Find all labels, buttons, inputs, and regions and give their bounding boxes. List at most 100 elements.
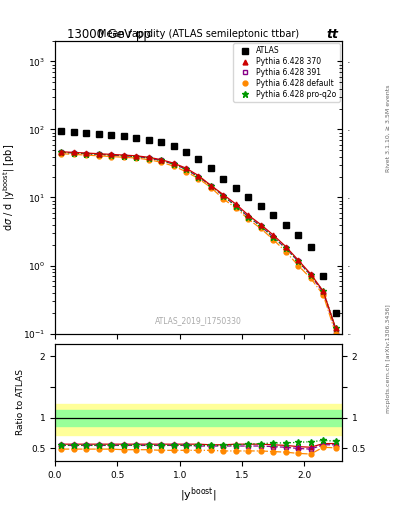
Pythia 6.428 391 [59, 150, 64, 156]
Text: ATLAS_2019_I1750330: ATLAS_2019_I1750330 [155, 316, 242, 325]
ATLAS [309, 244, 313, 250]
Pythia 6.428 default [171, 163, 176, 169]
Legend: ATLAS, Pythia 6.428 370, Pythia 6.428 391, Pythia 6.428 default, Pythia 6.428 pr: ATLAS, Pythia 6.428 370, Pythia 6.428 39… [233, 43, 340, 102]
Pythia 6.428 391 [96, 152, 101, 158]
Pythia 6.428 391 [259, 223, 263, 229]
ATLAS [121, 133, 126, 139]
Pythia 6.428 pro-q2o [209, 182, 213, 188]
Pythia 6.428 pro-q2o [246, 214, 251, 220]
Pythia 6.428 370 [271, 232, 275, 238]
Pythia 6.428 370 [333, 325, 338, 331]
Pythia 6.428 391 [309, 272, 313, 279]
Line: Pythia 6.428 391: Pythia 6.428 391 [59, 150, 338, 333]
Pythia 6.428 default [84, 152, 88, 158]
Pythia 6.428 391 [271, 234, 275, 240]
Pythia 6.428 370 [171, 160, 176, 166]
Pythia 6.428 370 [296, 257, 301, 263]
Pythia 6.428 default [246, 216, 251, 222]
Pythia 6.428 pro-q2o [72, 150, 76, 156]
Pythia 6.428 pro-q2o [259, 223, 263, 229]
Pythia 6.428 pro-q2o [196, 174, 201, 180]
ATLAS [246, 195, 251, 201]
Pythia 6.428 391 [146, 155, 151, 161]
Pythia 6.428 370 [221, 191, 226, 198]
Pythia 6.428 370 [121, 152, 126, 158]
Pythia 6.428 391 [109, 152, 114, 158]
Pythia 6.428 370 [134, 153, 138, 159]
ATLAS [271, 212, 275, 218]
Pythia 6.428 370 [259, 222, 263, 228]
ATLAS [259, 203, 263, 209]
Text: Rivet 3.1.10, ≥ 3.5M events: Rivet 3.1.10, ≥ 3.5M events [386, 84, 391, 172]
Pythia 6.428 370 [109, 152, 114, 158]
ATLAS [59, 128, 64, 134]
ATLAS [333, 310, 338, 316]
Pythia 6.428 default [209, 184, 213, 190]
Pythia 6.428 pro-q2o [171, 161, 176, 167]
ATLAS [296, 232, 301, 238]
Pythia 6.428 default [333, 330, 338, 336]
Pythia 6.428 default [221, 196, 226, 202]
Pythia 6.428 pro-q2o [121, 153, 126, 159]
Pythia 6.428 pro-q2o [109, 152, 114, 158]
Pythia 6.428 391 [171, 161, 176, 167]
Pythia 6.428 391 [159, 157, 163, 163]
Y-axis label: Ratio to ATLAS: Ratio to ATLAS [17, 369, 26, 435]
Pythia 6.428 370 [184, 165, 188, 171]
Pythia 6.428 default [271, 237, 275, 243]
Line: Pythia 6.428 370: Pythia 6.428 370 [59, 150, 338, 331]
Pythia 6.428 370 [309, 271, 313, 277]
Pythia 6.428 391 [321, 289, 325, 295]
Pythia 6.428 default [109, 154, 114, 160]
Pythia 6.428 391 [221, 193, 226, 199]
Pythia 6.428 default [259, 225, 263, 231]
Pythia 6.428 391 [196, 174, 201, 180]
Pythia 6.428 370 [283, 244, 288, 250]
Pythia 6.428 370 [96, 151, 101, 157]
ATLAS [184, 148, 188, 155]
Pythia 6.428 pro-q2o [84, 151, 88, 157]
ATLAS [72, 129, 76, 135]
Pythia 6.428 default [59, 151, 64, 157]
Line: ATLAS: ATLAS [59, 128, 338, 316]
Pythia 6.428 default [159, 159, 163, 165]
Pythia 6.428 370 [196, 173, 201, 179]
ATLAS [196, 156, 201, 162]
ATLAS [233, 184, 238, 190]
Pythia 6.428 default [196, 176, 201, 182]
Line: Pythia 6.428 pro-q2o: Pythia 6.428 pro-q2o [58, 150, 339, 331]
Pythia 6.428 pro-q2o [159, 157, 163, 163]
Pythia 6.428 pro-q2o [184, 166, 188, 173]
Pythia 6.428 default [309, 275, 313, 281]
Pythia 6.428 391 [209, 182, 213, 188]
Pythia 6.428 pro-q2o [271, 234, 275, 240]
Pythia 6.428 391 [121, 153, 126, 159]
Pythia 6.428 pro-q2o [333, 325, 338, 331]
X-axis label: |y$^{\mathregular{boost}}$|: |y$^{\mathregular{boost}}$| [180, 485, 217, 504]
Pythia 6.428 370 [233, 201, 238, 207]
Pythia 6.428 391 [134, 154, 138, 160]
Pythia 6.428 370 [209, 182, 213, 188]
Pythia 6.428 pro-q2o [146, 155, 151, 161]
Pythia 6.428 pro-q2o [221, 193, 226, 199]
Bar [55, 410, 342, 425]
Title: Mean rapidity (ATLAS semileptonic ttbar): Mean rapidity (ATLAS semileptonic ttbar) [98, 29, 299, 39]
Pythia 6.428 default [146, 157, 151, 163]
Pythia 6.428 370 [146, 154, 151, 160]
Pythia 6.428 370 [84, 150, 88, 156]
Pythia 6.428 370 [321, 288, 325, 294]
Bar [55, 404, 342, 435]
Pythia 6.428 pro-q2o [321, 288, 325, 294]
ATLAS [283, 222, 288, 228]
ATLAS [146, 137, 151, 143]
Text: mcplots.cern.ch [arXiv:1306.3436]: mcplots.cern.ch [arXiv:1306.3436] [386, 304, 391, 413]
Pythia 6.428 pro-q2o [233, 203, 238, 209]
Pythia 6.428 pro-q2o [309, 272, 313, 279]
Pythia 6.428 391 [72, 150, 76, 156]
Pythia 6.428 default [121, 154, 126, 160]
ATLAS [209, 165, 213, 171]
Y-axis label: d$\sigma$ / d |y$^{\mathregular{boost}}$| [pb]: d$\sigma$ / d |y$^{\mathregular{boost}}$… [2, 144, 17, 231]
Pythia 6.428 pro-q2o [283, 245, 288, 251]
Pythia 6.428 default [296, 263, 301, 269]
Pythia 6.428 391 [184, 166, 188, 173]
